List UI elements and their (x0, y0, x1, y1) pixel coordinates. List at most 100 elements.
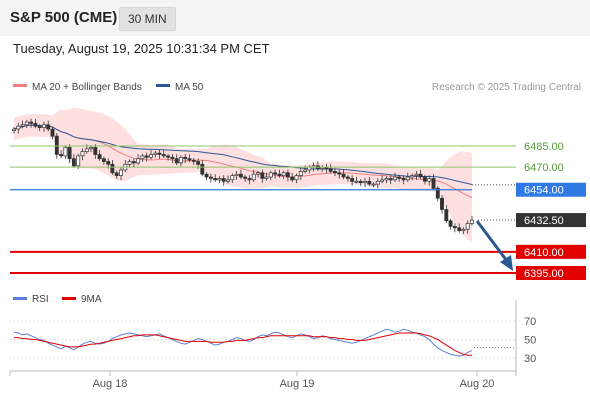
level-label: 6454.00 (524, 185, 564, 197)
symbol-title: S&P 500 (CME) (10, 9, 118, 26)
rsi-line (13, 328, 473, 357)
level-6485-00: 6485.00 (10, 141, 564, 153)
candle (345, 174, 350, 182)
candle (457, 223, 462, 233)
level-label: 6485.00 (524, 141, 564, 153)
level-label: 6395.00 (524, 268, 564, 280)
candle (410, 173, 415, 181)
candle (183, 154, 188, 164)
candle (414, 171, 419, 180)
candle (157, 149, 162, 159)
candle (358, 179, 363, 186)
candle (131, 158, 136, 168)
candle (191, 158, 196, 165)
candle (260, 169, 265, 183)
level-6395-00: 6395.00 (10, 266, 586, 280)
candle (127, 159, 132, 168)
candle (114, 170, 119, 179)
candle (461, 227, 466, 234)
candle (264, 172, 269, 181)
interval-button[interactable]: 30 MIN (119, 7, 176, 31)
rsi-gridline-50: 50 (10, 335, 536, 347)
candle (174, 154, 179, 166)
x-tick-aug20: Aug 20 (460, 378, 495, 390)
research-credit: Research © 2025 Trading Central (432, 82, 581, 93)
candle (149, 150, 153, 160)
candle (80, 148, 85, 161)
candle (384, 176, 389, 184)
candle (93, 144, 98, 159)
candle (251, 169, 256, 182)
legend-9ma: 9MA (81, 294, 102, 305)
candle (465, 220, 470, 234)
candle (243, 174, 248, 182)
candle (221, 175, 226, 186)
x-tick-aug18: Aug 18 (93, 378, 128, 390)
candle (435, 186, 440, 202)
candle (285, 169, 290, 182)
rsi-ma9-line (14, 332, 472, 356)
candle (371, 182, 376, 188)
candle (256, 170, 260, 178)
candle (298, 168, 303, 180)
candle (50, 127, 55, 140)
candle (333, 169, 337, 177)
candle (405, 172, 410, 182)
candle (440, 195, 444, 214)
level-6410-00: 6410.00 (10, 244, 586, 259)
candle (97, 150, 102, 161)
legend-rsi-swatch (13, 297, 27, 300)
candle (375, 178, 380, 189)
legend-rsi: RSI (32, 294, 49, 305)
candle (200, 160, 205, 177)
candle (140, 153, 145, 162)
x-tick-aug19: Aug 19 (280, 378, 315, 390)
legend-ma50: MA 50 (175, 82, 204, 93)
candle (444, 205, 449, 223)
candle (380, 175, 385, 184)
candle (452, 223, 457, 233)
candle (448, 218, 453, 230)
candle (337, 169, 342, 179)
chart-datetime: Tuesday, August 19, 2025 10:31:34 PM CET (13, 41, 270, 56)
level-label: 6432.50 (524, 215, 564, 227)
candle (397, 174, 402, 182)
candle (350, 175, 355, 186)
candle (29, 118, 34, 128)
candle (166, 153, 171, 161)
level-6454-00: 6454.00 (10, 182, 586, 197)
candle (431, 174, 436, 191)
forecast-arrow (475, 220, 513, 271)
candle (119, 166, 123, 180)
candle (24, 119, 29, 129)
candle (422, 174, 427, 185)
candle (234, 171, 239, 180)
level-6432-50: 6432.50 (478, 213, 586, 228)
candle (37, 124, 42, 131)
rsi-gridline-70: 70 (10, 316, 536, 328)
candle (247, 175, 252, 185)
candle (178, 155, 183, 167)
bollinger-band (14, 107, 472, 242)
candle (277, 169, 282, 178)
candle (268, 170, 273, 181)
candle (281, 170, 286, 179)
candle (187, 154, 192, 163)
candle (67, 144, 72, 164)
level-label: 6470.00 (524, 162, 564, 174)
candle (59, 150, 64, 158)
candle (76, 153, 81, 169)
candle (204, 172, 209, 181)
candle (161, 150, 166, 158)
candle (101, 156, 106, 165)
legend-9ma-swatch (62, 297, 76, 300)
candle (12, 127, 16, 134)
level-label: 6410.00 (524, 247, 564, 259)
candle (290, 172, 295, 182)
rsi-tick-label: 30 (524, 353, 536, 365)
candle (42, 121, 46, 132)
candle (144, 152, 149, 162)
candle (16, 123, 21, 134)
candle (341, 169, 346, 180)
legend-ma50-swatch (156, 84, 170, 87)
